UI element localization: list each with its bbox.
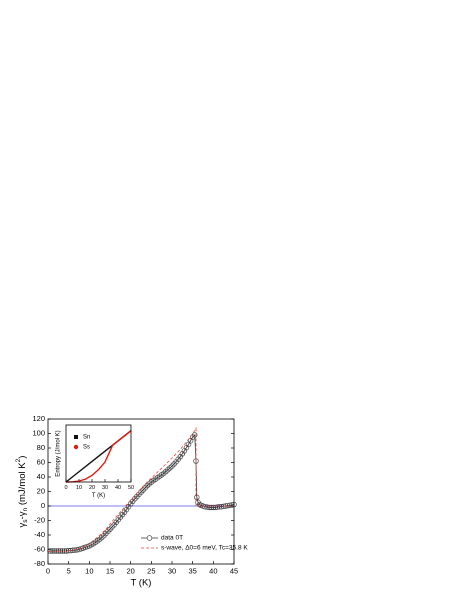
data-point bbox=[216, 504, 223, 510]
y-tick-label: 80 bbox=[37, 443, 45, 452]
data-point bbox=[192, 432, 198, 438]
y-tick-label: 100 bbox=[32, 428, 45, 437]
inset-background bbox=[66, 425, 131, 482]
y-tick-label: 60 bbox=[37, 457, 45, 466]
x-tick-label: 10 bbox=[85, 566, 93, 575]
y-tick-label: -20 bbox=[34, 515, 45, 524]
y-tick-label: -60 bbox=[34, 544, 45, 553]
legend-symbol bbox=[74, 435, 78, 439]
y-axis-label: γs-γn (mJ/mol K2) bbox=[15, 456, 29, 528]
x-axis-label: T (K) bbox=[92, 493, 105, 499]
y-axis-label-part: s bbox=[22, 519, 29, 523]
x-tick-label: 30 bbox=[102, 485, 108, 491]
x-tick-label: 0 bbox=[46, 566, 50, 575]
data-point bbox=[61, 548, 68, 554]
x-tick-label: 50 bbox=[128, 485, 134, 491]
x-tick-label: 20 bbox=[89, 485, 95, 491]
legend-label: s-wave, Δ0=6 meV, Tc=35.8 K bbox=[161, 545, 248, 552]
data-point bbox=[65, 547, 72, 554]
legend-symbol bbox=[146, 535, 153, 541]
y-tick-label: -80 bbox=[34, 559, 45, 568]
x-tick-label: 45 bbox=[230, 566, 238, 575]
y-axis-label-part: n bbox=[22, 507, 29, 511]
y-axis-label-part: -γ bbox=[17, 511, 28, 519]
x-tick-label: 30 bbox=[168, 566, 176, 575]
data-point bbox=[204, 504, 210, 510]
legend-symbol bbox=[73, 444, 79, 450]
data-point bbox=[214, 504, 221, 510]
series-line bbox=[65, 430, 132, 483]
data-point bbox=[212, 504, 219, 511]
y-axis-label-part: (mJ/mol K bbox=[17, 462, 28, 508]
data-point bbox=[194, 494, 200, 500]
x-tick-label: 40 bbox=[115, 485, 121, 491]
x-tick-label: 20 bbox=[126, 566, 134, 575]
y-tick-label: 0 bbox=[41, 501, 45, 510]
x-tick-label: 10 bbox=[76, 485, 82, 491]
plot-frame bbox=[47, 418, 235, 565]
data-point bbox=[51, 548, 57, 554]
data-point bbox=[49, 548, 55, 554]
y-tick-label: 20 bbox=[37, 486, 45, 495]
series-line bbox=[47, 426, 234, 553]
x-tick-label: 40 bbox=[209, 566, 217, 575]
data-point bbox=[206, 504, 212, 511]
data-point bbox=[196, 501, 203, 508]
y-tick-label: 40 bbox=[37, 472, 45, 481]
data-point bbox=[210, 504, 217, 511]
x-tick-label: 0 bbox=[64, 485, 67, 491]
x-tick-label: 25 bbox=[147, 566, 155, 575]
plot-frame bbox=[65, 424, 132, 483]
x-tick-label: 15 bbox=[106, 566, 114, 575]
y-axis-label: Entropy (J/mol K) bbox=[56, 430, 62, 476]
y-axis-label-part: ) bbox=[17, 456, 28, 459]
y-axis-label-part: γ bbox=[17, 522, 28, 527]
data-point bbox=[208, 504, 214, 511]
y-axis-label-part: 2 bbox=[15, 458, 22, 462]
x-tick-label: 5 bbox=[67, 566, 71, 575]
legend-label: Ss bbox=[83, 445, 90, 451]
y-tick-label: -40 bbox=[34, 530, 45, 539]
x-tick-label: 35 bbox=[188, 566, 196, 575]
data-point bbox=[72, 547, 78, 553]
legend-label: data 0T bbox=[161, 535, 183, 542]
y-tick-label: 120 bbox=[32, 414, 45, 423]
data-point bbox=[202, 504, 208, 510]
data-point bbox=[227, 502, 233, 508]
data-point bbox=[218, 504, 225, 510]
legend-label: Sn bbox=[83, 435, 90, 441]
x-axis-label: T (K) bbox=[131, 578, 152, 589]
